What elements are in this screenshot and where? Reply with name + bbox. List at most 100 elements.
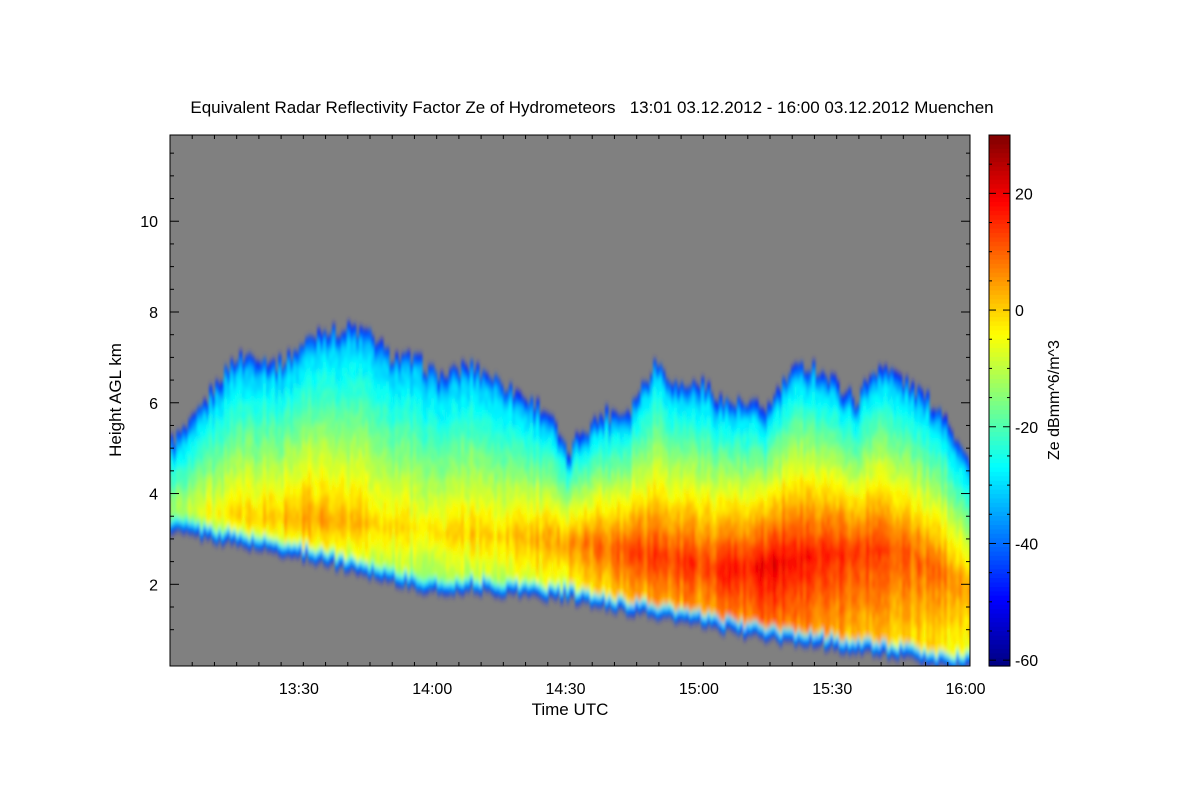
reflectivity-cell	[185, 477, 189, 483]
reflectivity-cell	[245, 539, 249, 544]
reflectivity-cell	[218, 474, 222, 479]
reflectivity-cell	[218, 462, 222, 467]
reflectivity-cell	[215, 474, 219, 480]
reflectivity-cell	[200, 470, 204, 476]
reflectivity-cell	[230, 359, 234, 365]
reflectivity-cell	[188, 451, 192, 457]
reflectivity-cell	[206, 444, 210, 450]
reflectivity-cell	[173, 465, 177, 471]
reflectivity-cell	[248, 419, 252, 424]
reflectivity-cell	[203, 493, 207, 499]
reflectivity-cell	[185, 440, 189, 446]
reflectivity-cell	[200, 454, 204, 460]
reflectivity-cell	[179, 464, 183, 470]
reflectivity-cell	[233, 422, 237, 428]
reflectivity-cell	[272, 363, 276, 369]
reflectivity-cell	[215, 388, 219, 394]
reflectivity-cell	[206, 509, 210, 515]
reflectivity-cell	[221, 495, 225, 501]
reflectivity-cell	[227, 375, 231, 380]
reflectivity-cell	[227, 395, 231, 401]
reflectivity-cell	[173, 453, 177, 458]
reflectivity-cell	[332, 328, 336, 334]
reflectivity-cell	[212, 423, 216, 428]
reflectivity-cell	[176, 451, 180, 457]
reflectivity-cell	[221, 381, 225, 387]
reflectivity-cell	[194, 412, 198, 417]
reflectivity-cell	[233, 463, 237, 468]
reflectivity-cell	[233, 381, 237, 387]
reflectivity-cell	[206, 432, 210, 437]
reflectivity-cell	[218, 531, 222, 537]
reflectivity-cell	[236, 369, 240, 375]
reflectivity-cell	[239, 506, 243, 512]
reflectivity-cell	[227, 485, 231, 491]
reflectivity-cell	[206, 493, 210, 499]
reflectivity-cell	[227, 526, 231, 532]
reflectivity-cell	[200, 458, 204, 464]
reflectivity-cell	[227, 530, 231, 536]
reflectivity-cell	[242, 399, 246, 404]
reflectivity-cell	[245, 449, 249, 455]
reflectivity-cell	[188, 488, 192, 494]
reflectivity-cell	[197, 415, 201, 421]
reflectivity-cell	[179, 444, 183, 450]
reflectivity-cell	[230, 490, 234, 495]
reflectivity-cell	[335, 566, 339, 571]
reflectivity-cell	[206, 522, 210, 527]
reflectivity-cell	[242, 476, 246, 482]
reflectivity-cell	[236, 533, 240, 538]
reflectivity-cell	[224, 521, 228, 526]
reflectivity-cell	[227, 440, 231, 446]
reflectivity-cell	[224, 459, 228, 465]
reflectivity-cell	[185, 526, 189, 532]
reflectivity-cell	[182, 475, 186, 481]
reflectivity-cell	[395, 357, 399, 362]
reflectivity-cell	[242, 374, 246, 380]
reflectivity-cell	[182, 446, 186, 452]
reflectivity-cell	[227, 412, 231, 417]
reflectivity-cell	[233, 459, 237, 464]
reflectivity-cell	[206, 420, 210, 425]
reflectivity-cell	[191, 427, 195, 432]
reflectivity-cell	[431, 365, 435, 371]
reflectivity-cell	[230, 535, 234, 540]
reflectivity-cell	[233, 414, 237, 419]
reflectivity-cell	[209, 393, 213, 399]
reflectivity-cell	[203, 444, 207, 450]
reflectivity-cell	[209, 450, 213, 456]
reflectivity-cell	[197, 444, 201, 449]
reflectivity-cell	[212, 533, 216, 539]
reflectivity-cell	[182, 471, 186, 477]
reflectivity-cell	[470, 364, 474, 370]
reflectivity-cell	[221, 426, 225, 432]
reflectivity-cell	[209, 434, 213, 440]
reflectivity-cell	[239, 518, 243, 524]
reflectivity-cell	[233, 471, 237, 477]
reflectivity-cell	[230, 412, 234, 418]
reflectivity-cell	[371, 340, 375, 345]
reflectivity-cell	[200, 462, 204, 468]
reflectivity-cell	[191, 525, 195, 530]
reflectivity-cell	[236, 382, 240, 387]
reflectivity-cell	[218, 404, 222, 410]
reflectivity-cell	[215, 507, 219, 512]
reflectivity-cell	[218, 417, 222, 422]
reflectivity-cell	[176, 496, 180, 502]
reflectivity-cell	[242, 533, 246, 539]
reflectivity-cell	[248, 509, 252, 514]
reflectivity-cell	[194, 416, 198, 422]
reflectivity-cell	[245, 433, 249, 438]
reflectivity-cell	[176, 471, 180, 477]
reflectivity-cell	[242, 423, 246, 429]
reflectivity-cell	[233, 475, 237, 481]
reflectivity-cell	[176, 512, 180, 518]
reflectivity-cell	[332, 332, 336, 338]
reflectivity-cell	[212, 394, 216, 400]
reflectivity-cell	[221, 532, 225, 538]
reflectivity-cell	[212, 517, 216, 522]
reflectivity-cell	[176, 435, 180, 440]
reflectivity-cell	[233, 491, 237, 497]
reflectivity-cell	[239, 486, 243, 491]
reflectivity-cell	[245, 359, 249, 365]
